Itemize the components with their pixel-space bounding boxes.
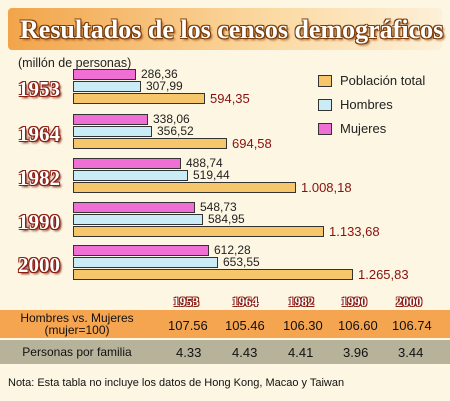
legend-swatch-male bbox=[318, 99, 332, 111]
bar-total-1953 bbox=[73, 93, 205, 104]
footnote: Nota: Esta tabla no incluye los datos de… bbox=[8, 377, 345, 389]
family-cell-1953: 4.33 bbox=[176, 345, 202, 360]
ratio-row-label: Hombres vs. Mujeres (mujer=100) bbox=[20, 311, 134, 337]
bar-female-2000 bbox=[73, 245, 209, 256]
bar-label-female-1990: 548,73 bbox=[200, 200, 237, 214]
bar-label-total-1964: 694,58 bbox=[232, 136, 272, 151]
ratio-cell-2000: 106.74 bbox=[392, 318, 432, 333]
ratio-cell-1982: 106.30 bbox=[283, 318, 323, 333]
title-banner bbox=[8, 8, 442, 50]
bar-female-1990 bbox=[73, 202, 195, 213]
bar-label-total-1953: 594,35 bbox=[210, 91, 250, 106]
table-year-1990: 1990 bbox=[341, 294, 367, 309]
year-label-1964: 1964 bbox=[18, 122, 60, 146]
bar-label-male-1982: 519,44 bbox=[193, 168, 230, 182]
ratio-cell-1953: 107.56 bbox=[168, 318, 208, 333]
family-row-background bbox=[0, 340, 450, 364]
bar-female-1982 bbox=[73, 158, 181, 169]
family-cell-1990: 3.96 bbox=[343, 345, 369, 360]
table-year-1964: 1964 bbox=[232, 294, 258, 309]
bar-total-1990 bbox=[73, 226, 324, 237]
bar-male-1964 bbox=[73, 126, 152, 137]
family-cell-1964: 4.43 bbox=[232, 345, 258, 360]
bar-label-total-2000: 1.265,83 bbox=[358, 267, 409, 282]
bar-female-1964 bbox=[73, 114, 148, 125]
bar-label-male-1953: 307,99 bbox=[146, 79, 183, 93]
legend-label-female: Mujeres bbox=[340, 121, 387, 136]
bar-label-total-1982: 1.008,18 bbox=[301, 180, 352, 195]
bar-male-1953 bbox=[73, 81, 141, 92]
bar-label-female-1953: 286,36 bbox=[141, 67, 178, 81]
ratio-row-background bbox=[0, 310, 450, 338]
year-label-1990: 1990 bbox=[18, 210, 60, 234]
table-year-2000: 2000 bbox=[396, 294, 422, 309]
table-year-1953: 1953 bbox=[173, 294, 199, 309]
bar-female-1953 bbox=[73, 69, 136, 80]
bar-male-2000 bbox=[73, 257, 218, 268]
family-cell-2000: 3.44 bbox=[398, 345, 424, 360]
family-row-label: Personas por familia bbox=[22, 345, 132, 359]
bar-label-female-1964: 338,06 bbox=[153, 112, 190, 126]
bar-label-total-1990: 1.133,68 bbox=[329, 224, 380, 239]
bar-total-1982 bbox=[73, 182, 296, 193]
bar-label-male-1990: 584,95 bbox=[208, 212, 245, 226]
page-title: Resultados de los censos demográficos bbox=[20, 15, 444, 44]
bar-label-male-1964: 356,52 bbox=[157, 124, 194, 138]
legend-label-male: Hombres bbox=[340, 97, 393, 112]
unit-label: (millón de personas) bbox=[18, 56, 132, 70]
bar-total-2000 bbox=[73, 269, 353, 280]
bar-male-1982 bbox=[73, 170, 188, 181]
year-label-1953: 1953 bbox=[18, 77, 60, 101]
bar-male-1990 bbox=[73, 214, 203, 225]
table-year-1982: 1982 bbox=[288, 294, 314, 309]
bar-total-1964 bbox=[73, 138, 227, 149]
ratio-cell-1990: 106.60 bbox=[338, 318, 378, 333]
year-label-2000: 2000 bbox=[18, 253, 60, 277]
legend-swatch-female bbox=[318, 123, 332, 135]
bar-label-female-2000: 612,28 bbox=[214, 243, 251, 257]
legend-label-total: Población total bbox=[340, 73, 426, 88]
ratio-cell-1964: 105.46 bbox=[225, 318, 265, 333]
family-cell-1982: 4.41 bbox=[288, 345, 314, 360]
bar-label-male-2000: 653,55 bbox=[223, 255, 260, 269]
bar-label-female-1982: 488,74 bbox=[186, 156, 223, 170]
year-label-1982: 1982 bbox=[18, 166, 60, 190]
legend-swatch-total bbox=[318, 75, 332, 87]
